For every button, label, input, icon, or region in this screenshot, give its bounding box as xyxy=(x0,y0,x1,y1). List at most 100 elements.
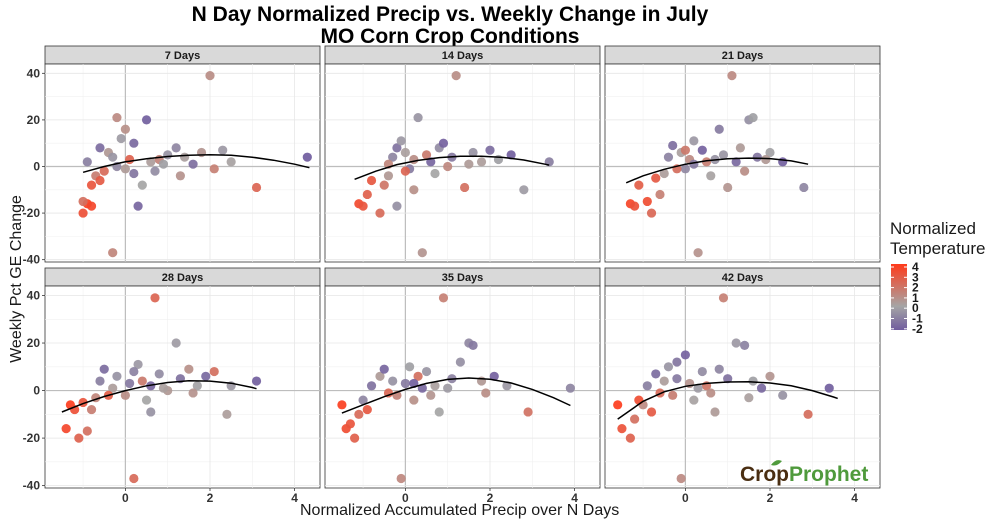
facet-strip-label: 42 Days xyxy=(722,272,764,284)
data-point xyxy=(476,157,487,167)
cropprophet-logo: CropProphet xyxy=(740,463,868,487)
data-point xyxy=(112,371,122,381)
data-point xyxy=(680,350,690,360)
data-point xyxy=(646,407,657,417)
data-point xyxy=(82,157,92,167)
y-tick-label: -20 xyxy=(23,206,41,220)
data-point xyxy=(502,381,512,391)
chart-subtitle: MO Corn Crop Conditions xyxy=(320,25,580,48)
data-point xyxy=(689,395,699,405)
data-point xyxy=(337,400,347,410)
data-point xyxy=(120,164,130,174)
data-point xyxy=(451,71,461,81)
data-point xyxy=(302,152,312,162)
logo-part-crop: Crop xyxy=(740,463,789,486)
data-point xyxy=(150,166,160,176)
data-point xyxy=(409,154,419,165)
trend-line xyxy=(61,380,257,413)
x-tick-label: 2 xyxy=(487,491,494,505)
data-point xyxy=(129,473,139,484)
legend-title-line-1: Normalized xyxy=(890,219,976,238)
data-point xyxy=(710,407,720,417)
data-point xyxy=(61,423,71,434)
data-point xyxy=(409,185,419,195)
x-tick-label: 2 xyxy=(207,491,214,505)
facet-strip-label: 7 Days xyxy=(165,50,200,62)
trend-line xyxy=(82,154,310,174)
data-point xyxy=(129,168,139,179)
data-point xyxy=(120,124,130,134)
data-point xyxy=(201,371,211,381)
trend-line xyxy=(625,157,809,184)
data-point xyxy=(740,340,750,351)
data-point xyxy=(146,407,156,417)
data-point xyxy=(99,166,109,176)
data-point xyxy=(141,115,152,125)
y-tick-label: 0 xyxy=(33,384,40,398)
data-point xyxy=(723,374,733,384)
data-point xyxy=(175,171,185,181)
data-point xyxy=(108,383,118,393)
data-point xyxy=(778,390,788,400)
data-point xyxy=(438,293,449,303)
data-point xyxy=(158,383,169,393)
data-point xyxy=(434,407,444,417)
data-point xyxy=(748,376,758,386)
data-point xyxy=(171,143,181,153)
data-point xyxy=(379,364,389,374)
data-point xyxy=(731,157,741,167)
data-point xyxy=(689,136,699,146)
data-point xyxy=(125,154,135,165)
x-tick-label: 4 xyxy=(851,491,858,505)
data-point xyxy=(86,180,97,190)
legend-label: 2 xyxy=(912,281,919,295)
data-point xyxy=(205,71,215,81)
data-point xyxy=(163,150,173,160)
data-point xyxy=(613,400,623,410)
legend-label: 1 xyxy=(912,291,919,305)
data-point xyxy=(426,390,436,400)
data-point xyxy=(634,395,644,405)
data-point xyxy=(756,383,767,393)
data-point xyxy=(663,152,674,162)
data-point xyxy=(375,371,385,381)
data-point xyxy=(400,378,410,389)
data-point xyxy=(358,395,368,405)
data-point xyxy=(706,171,716,181)
data-point xyxy=(778,157,788,167)
data-point xyxy=(383,171,394,181)
facet-panel: 14 Days xyxy=(324,45,601,263)
data-point xyxy=(74,433,84,443)
data-point xyxy=(464,159,474,169)
data-point xyxy=(251,376,262,386)
y-tick-label: 20 xyxy=(27,336,41,350)
data-point xyxy=(676,473,686,484)
legend-label: -2 xyxy=(912,322,923,336)
data-point xyxy=(735,143,745,153)
data-point xyxy=(468,340,478,351)
data-point xyxy=(740,166,750,176)
data-point xyxy=(761,154,771,165)
data-point xyxy=(116,133,126,144)
plot-area xyxy=(604,63,881,263)
facet-strip-label: 35 Days xyxy=(442,272,484,284)
x-tick-label: 0 xyxy=(682,491,689,505)
data-point xyxy=(642,381,652,391)
data-point xyxy=(799,182,809,193)
data-point xyxy=(701,157,712,167)
data-point xyxy=(718,293,729,303)
facet-strip-label: 14 Days xyxy=(442,50,484,62)
data-point xyxy=(625,433,635,443)
data-point xyxy=(409,395,419,405)
data-point xyxy=(112,112,122,123)
logo-part-prophet: Prophet xyxy=(789,463,869,486)
data-point xyxy=(706,388,716,398)
chart-title: N Day Normalized Precip vs. Weekly Chang… xyxy=(191,3,709,26)
data-point xyxy=(358,201,368,211)
data-point xyxy=(689,159,699,169)
plot-area xyxy=(324,285,601,489)
data-point xyxy=(455,357,465,367)
y-tick-label: -40 xyxy=(23,479,41,493)
plot-area xyxy=(44,285,321,489)
data-point xyxy=(108,152,118,162)
